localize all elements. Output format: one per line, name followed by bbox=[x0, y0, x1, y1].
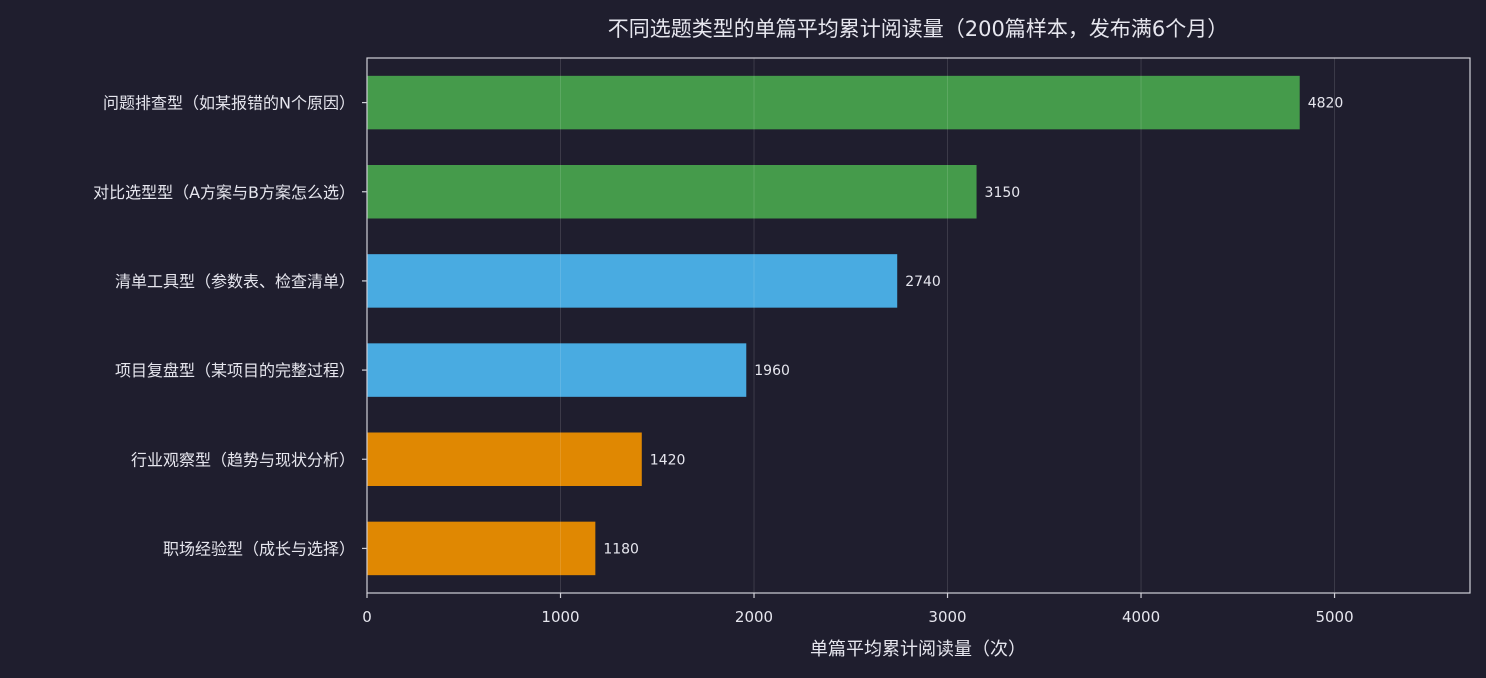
bar bbox=[367, 254, 898, 308]
value-label: 4820 bbox=[1308, 96, 1344, 112]
category-labels: 问题排查型（如某报错的N个原因） 对比选型型（A方案与B方案怎么选） 清单工具型（参… bbox=[93, 94, 355, 559]
value-label: 1420 bbox=[650, 452, 686, 468]
category-label: 行业观察型（趋势与现状分析） bbox=[131, 450, 355, 469]
category-label: 清单工具型（参数表、检查清单） bbox=[115, 272, 355, 291]
bar bbox=[367, 343, 747, 397]
value-label: 3150 bbox=[985, 185, 1021, 201]
category-label: 职场经验型（成长与选择） bbox=[163, 539, 355, 558]
value-label: 1960 bbox=[754, 363, 790, 379]
category-label: 问题排查型（如某报错的N个原因） bbox=[103, 94, 355, 113]
value-label: 1180 bbox=[603, 541, 639, 557]
chart-title: 不同选题类型的单篇平均累计阅读量（200篇样本，发布满6个月） bbox=[608, 17, 1228, 41]
x-tick-label: 4000 bbox=[1122, 608, 1160, 626]
x-tick-label: 0 bbox=[362, 608, 372, 626]
x-axis-label: 单篇平均累计阅读量（次） bbox=[810, 639, 1026, 660]
x-tick-label: 1000 bbox=[541, 608, 579, 626]
plot-frame bbox=[366, 57, 1471, 594]
value-labels: 4820 3150 2740 1960 1420 1180 bbox=[603, 96, 1343, 558]
x-tick-label: 3000 bbox=[928, 608, 966, 626]
bar bbox=[367, 75, 1300, 130]
x-tick-label: 2000 bbox=[735, 608, 773, 626]
bar bbox=[367, 165, 977, 219]
category-label: 对比选型型（A方案与B方案怎么选） bbox=[93, 183, 355, 202]
grid-lines bbox=[560, 58, 1336, 593]
category-label: 项目复盘型（某项目的完整过程） bbox=[115, 361, 355, 380]
bar bbox=[367, 521, 596, 576]
bars bbox=[367, 75, 1300, 576]
x-tick-label: 5000 bbox=[1315, 608, 1353, 626]
value-label: 2740 bbox=[905, 274, 941, 290]
x-axis-ticks: 0 1000 2000 3000 4000 5000 bbox=[362, 101, 1354, 626]
bar bbox=[367, 432, 642, 486]
